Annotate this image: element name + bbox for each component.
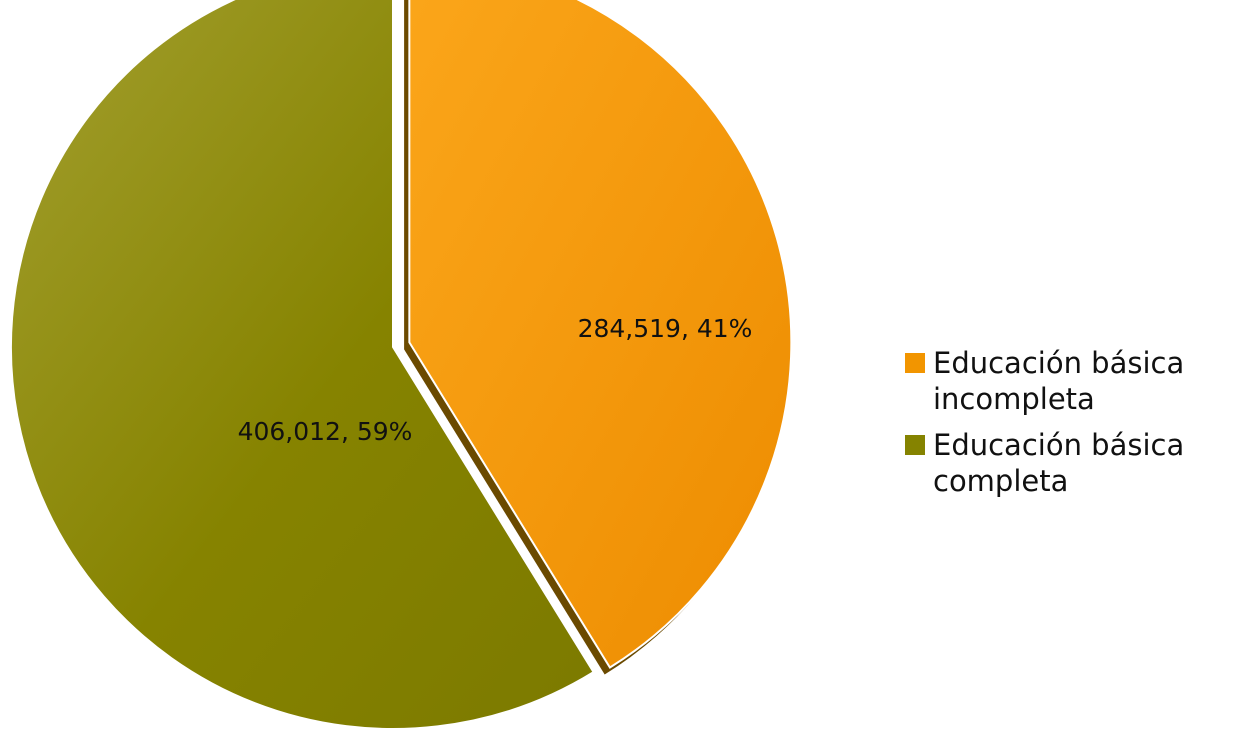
legend-label-incompleta-line-1: Educación básica (933, 346, 1185, 380)
pie-slice-incompleta (408, 0, 793, 669)
data-label-incompleta: 284,519, 41% (578, 314, 753, 343)
legend: Educación básica incompleta Educación bá… (905, 345, 1230, 509)
legend-item-completa: Educación básica completa (905, 427, 1230, 499)
pie-slice-completa (10, 0, 595, 730)
legend-item-incompleta: Educación básica incompleta (905, 345, 1230, 417)
legend-label-completa-line-1: Educación básica (933, 428, 1185, 462)
legend-label-completa-line-2: completa (933, 464, 1069, 498)
legend-swatch-incompleta (905, 353, 925, 373)
legend-swatch-completa (905, 435, 925, 455)
legend-label-incompleta-line-2: incompleta (933, 382, 1095, 416)
data-label-completa: 406,012, 59% (238, 417, 413, 446)
